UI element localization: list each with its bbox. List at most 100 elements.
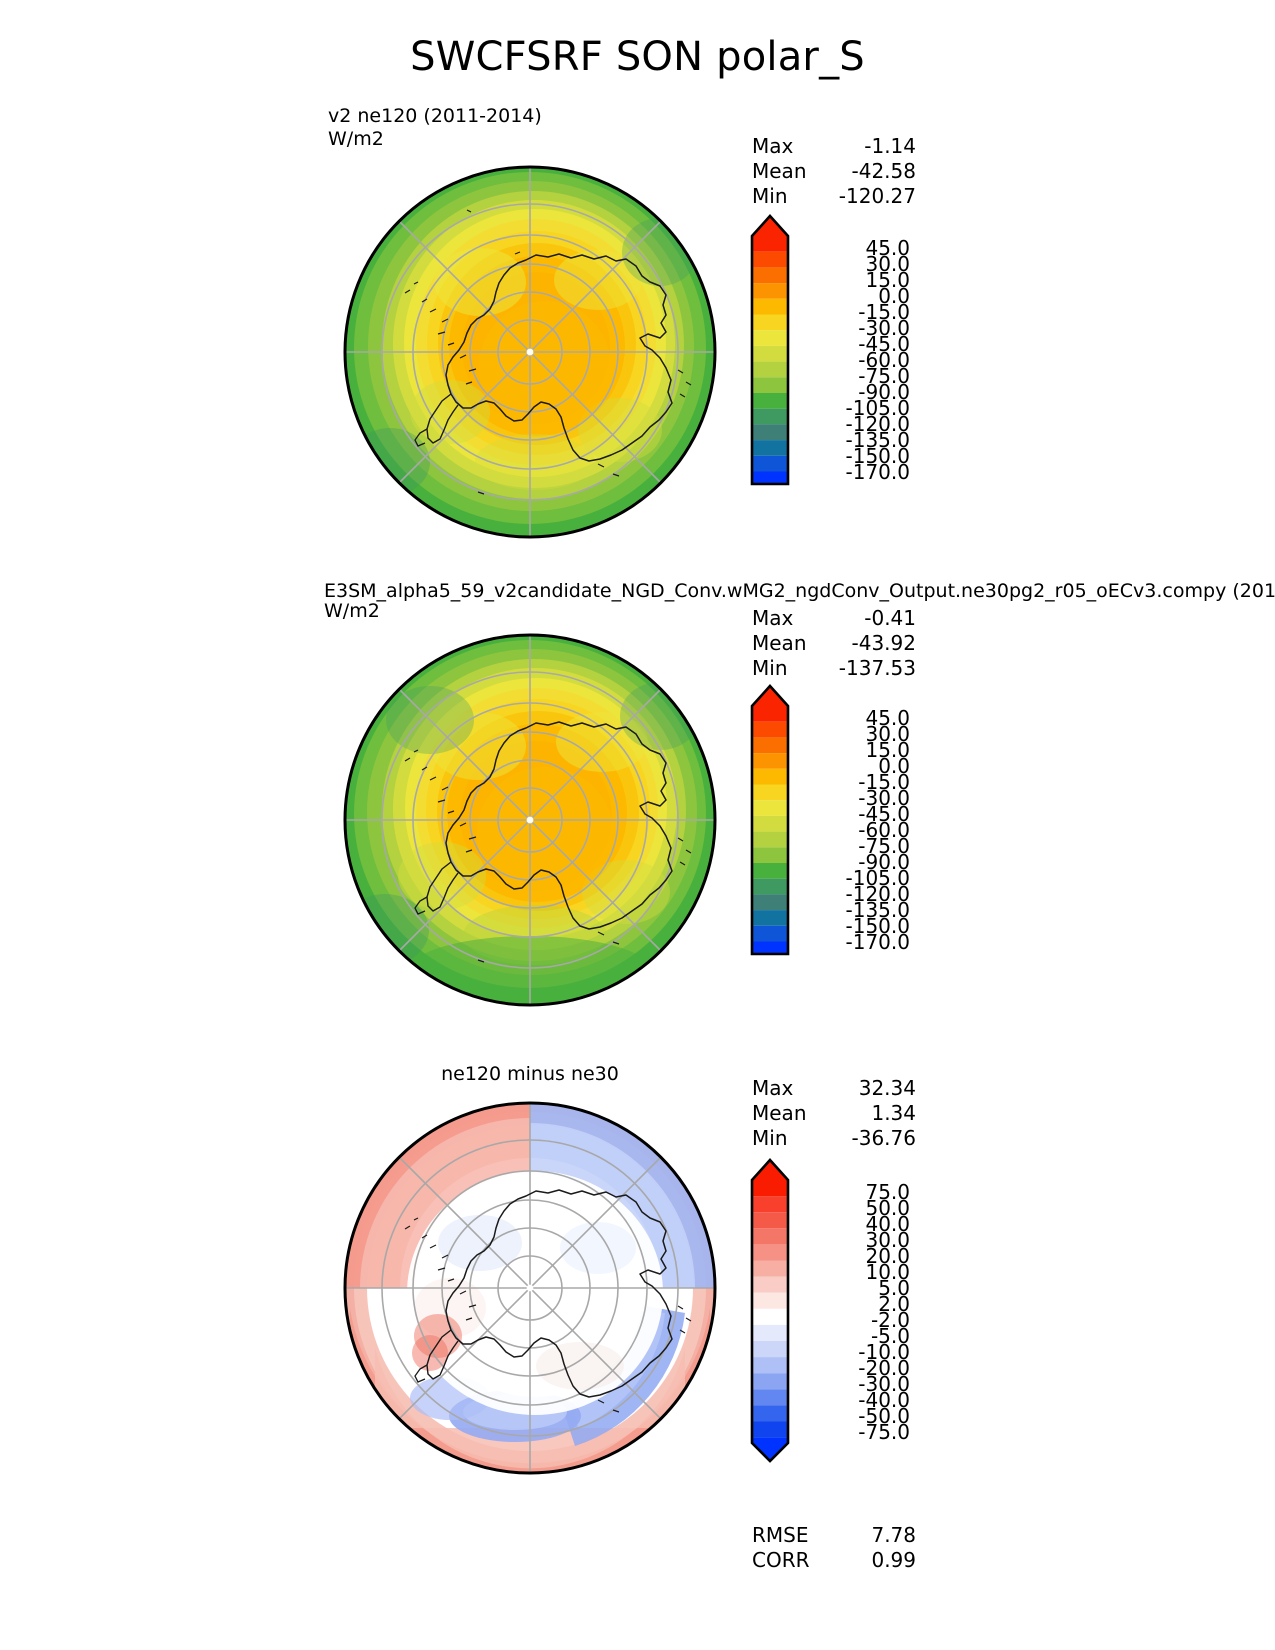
- polar-map-panel1: [330, 162, 730, 542]
- cbar-tick: -40.0: [858, 1388, 910, 1412]
- cbar-tick: -10.0: [858, 1340, 910, 1364]
- panel2-units: W/m2: [324, 600, 380, 622]
- cbar-tick: -50.0: [858, 1404, 910, 1428]
- cbar-tick: -30.0: [858, 786, 910, 810]
- colorbar-panel1[interactable]: 45.0 30.0 15.0 0.0 -15.0 -30.0 -45.0 -60…: [748, 214, 910, 489]
- footer-stat-label: RMSE: [752, 1523, 809, 1547]
- stat-value: -42.58: [851, 159, 916, 183]
- stat-row: Max -0.41: [752, 606, 916, 631]
- cbar-tick: -75.0: [858, 834, 910, 858]
- colorbar-outline: [750, 684, 790, 956]
- colorbar-panel3[interactable]: 75.0 50.0 40.0 30.0 20.0 10.0 5.0 2.0 -2…: [748, 1158, 910, 1463]
- stat-value: -120.27: [838, 184, 916, 208]
- colorbar-svg: [750, 684, 790, 956]
- colorbar-swatches: [752, 1160, 788, 1461]
- panel3-stats: Max 32.34 Mean 1.34 Min -36.76: [752, 1076, 916, 1151]
- colorbar-panel3-labels: 75.0 50.0 40.0 30.0 20.0 10.0 5.0 2.0 -2…: [802, 1166, 910, 1466]
- cbar-tick: -150.0: [845, 914, 910, 938]
- footer-stat-label: CORR: [752, 1548, 810, 1572]
- cbar-tick: 2.0: [878, 1292, 910, 1316]
- cbar-tick: -150.0: [845, 444, 910, 468]
- stat-label: Min: [752, 184, 788, 208]
- panel2-stats: Max -0.41 Mean -43.92 Min -137.53: [752, 606, 916, 681]
- cbar-tick: -90.0: [858, 850, 910, 874]
- stat-row: Max 32.34: [752, 1076, 916, 1101]
- cbar-tick: -170.0: [845, 460, 910, 484]
- stat-label: Max: [752, 134, 794, 158]
- cbar-tick: -75.0: [858, 364, 910, 388]
- coastline: [404, 209, 692, 495]
- stat-row: Min -120.27: [752, 184, 916, 209]
- cbar-tick: 75.0: [865, 1180, 910, 1204]
- cbar-tick: 5.0: [878, 1276, 910, 1300]
- cbar-tick: 45.0: [865, 236, 910, 260]
- cbar-tick: -60.0: [858, 818, 910, 842]
- stat-row: Max -1.14: [752, 134, 916, 159]
- cbar-tick: -15.0: [858, 770, 910, 794]
- cbar-tick: -45.0: [858, 802, 910, 826]
- stat-row: Mean -42.58: [752, 159, 916, 184]
- colorbar-svg: [750, 214, 790, 486]
- stat-label: Min: [752, 1126, 788, 1150]
- polar-map-panel2: [330, 630, 730, 1010]
- colorbar-swatches: [752, 686, 788, 955]
- cbar-tick: 40.0: [865, 1212, 910, 1236]
- polar-map-svg: [343, 633, 717, 1007]
- polar-map-panel3: [330, 1098, 730, 1478]
- footer-stat-row: RMSE 7.78: [752, 1523, 916, 1548]
- globe-outline: [343, 1101, 717, 1475]
- stat-value: 1.34: [871, 1101, 916, 1125]
- panel1-stats: Max -1.14 Mean -42.58 Min -120.27: [752, 134, 916, 209]
- colorbar-swatches: [752, 216, 788, 485]
- cbar-tick: 0.0: [878, 284, 910, 308]
- cbar-tick: -135.0: [845, 898, 910, 922]
- south-pole-marker: [526, 816, 534, 824]
- stat-row: Min -36.76: [752, 1126, 916, 1151]
- stat-value: -36.76: [851, 1126, 916, 1150]
- cbar-tick: 30.0: [865, 1228, 910, 1252]
- cbar-tick: -105.0: [845, 866, 910, 890]
- colorbar-svg: [750, 1158, 790, 1463]
- panel2-title: E3SM_alpha5_59_v2candidate_NGD_Conv.wMG2…: [324, 580, 1275, 602]
- colorbar-panel2[interactable]: 45.0 30.0 15.0 0.0 -15.0 -30.0 -45.0 -60…: [748, 684, 910, 959]
- cbar-tick: -45.0: [858, 332, 910, 356]
- cbar-tick: -120.0: [845, 412, 910, 436]
- cbar-tick: 15.0: [865, 268, 910, 292]
- panel1-units: W/m2: [328, 128, 384, 150]
- colorbar-outline: [750, 214, 790, 486]
- cbar-tick: -90.0: [858, 380, 910, 404]
- globe-outline: [343, 633, 717, 1007]
- cbar-tick: -105.0: [845, 396, 910, 420]
- stat-value: -43.92: [851, 631, 916, 655]
- south-pole-marker: [526, 348, 534, 356]
- cbar-tick: -2.0: [870, 1308, 910, 1332]
- polar-map-svg: [343, 1101, 717, 1475]
- globe-outline: [343, 165, 717, 539]
- cbar-tick: -75.0: [858, 1420, 910, 1444]
- cbar-tick: -15.0: [858, 300, 910, 324]
- colorbar-outline: [750, 1158, 790, 1463]
- stat-label: Mean: [752, 1101, 807, 1125]
- cbar-tick: -5.0: [870, 1324, 910, 1348]
- stat-row: Mean 1.34: [752, 1101, 916, 1126]
- cbar-tick: 15.0: [865, 738, 910, 762]
- panel-e3sm-model: E3SM_alpha5_59_v2candidate_NGD_Conv.wMG2…: [0, 0, 1275, 1007]
- cbar-tick: -20.0: [858, 1356, 910, 1380]
- colorbar-panel1-labels: 45.0 30.0 15.0 0.0 -15.0 -30.0 -45.0 -60…: [802, 222, 910, 487]
- cbar-tick: -30.0: [858, 316, 910, 340]
- cbar-tick: 20.0: [865, 1244, 910, 1268]
- stat-value: 32.34: [858, 1076, 916, 1100]
- colorbar-panel2-labels: 45.0 30.0 15.0 0.0 -15.0 -30.0 -45.0 -60…: [802, 692, 910, 957]
- panel-difference: ne120 minus ne30 Max 32.34 Mean 1.34 Min -3…: [0, 0, 1275, 1572]
- cbar-tick: 30.0: [865, 722, 910, 746]
- cbar-tick: -135.0: [845, 428, 910, 452]
- footer-stat-value: 0.99: [871, 1548, 916, 1572]
- stat-label: Max: [752, 606, 794, 630]
- cbar-tick: 0.0: [878, 754, 910, 778]
- coastline: [404, 1189, 692, 1413]
- coastline: [404, 721, 692, 963]
- footer-stat-row: CORR 0.99: [752, 1548, 916, 1573]
- panel3-title: ne120 minus ne30: [441, 1063, 619, 1085]
- polar-map-svg: [343, 165, 717, 539]
